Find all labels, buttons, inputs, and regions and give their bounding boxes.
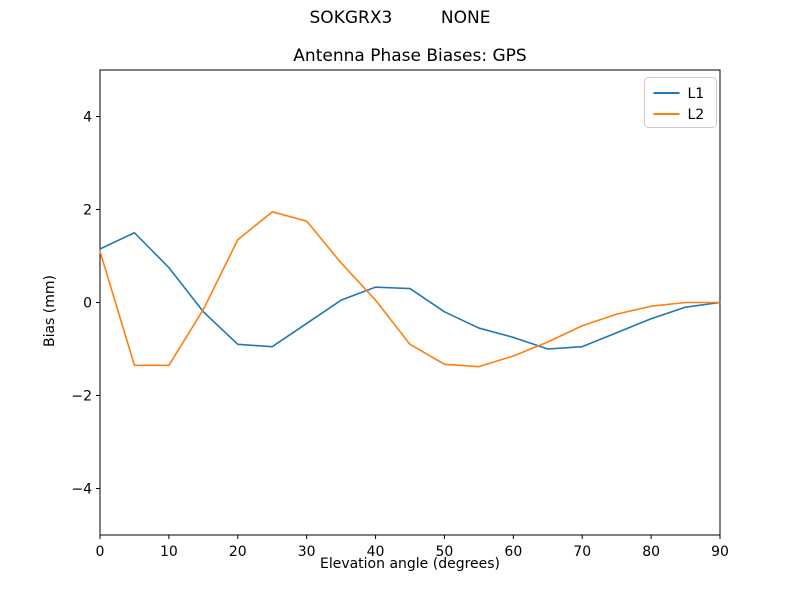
chart-title: Antenna Phase Biases: GPS — [293, 46, 527, 66]
y-tick-label: 4 — [83, 110, 92, 126]
x-axis-label: Elevation angle (degrees) — [319, 556, 501, 572]
x-tick-label: 70 — [573, 544, 591, 560]
series-line-L1 — [99, 231, 721, 350]
y-tick-label: −4 — [71, 482, 92, 498]
x-tick-label: 0 — [96, 544, 105, 560]
y-tick-label: 0 — [83, 296, 92, 312]
legend-entry-label: L1 — [688, 86, 705, 102]
y-tick-label: 2 — [83, 203, 92, 219]
x-tick-label: 30 — [298, 544, 316, 560]
series-line-L2 — [99, 211, 721, 368]
legend-box — [644, 77, 717, 128]
x-tick-label: 60 — [504, 544, 522, 560]
x-tick-label: 40 — [367, 544, 385, 560]
x-tick-label: 20 — [229, 544, 247, 560]
figure-suptitle: SOKGRX3 NONE — [309, 8, 491, 28]
x-tick-label: 10 — [160, 544, 178, 560]
x-tick-label: 90 — [711, 544, 729, 560]
y-axis-label: Bias (mm) — [42, 274, 58, 348]
legend-entry-label: L2 — [688, 107, 705, 123]
x-tick-label: 80 — [642, 544, 660, 560]
x-tick-label: 50 — [436, 544, 454, 560]
y-tick-label: −2 — [71, 389, 92, 405]
axes-frame — [99, 69, 721, 536]
